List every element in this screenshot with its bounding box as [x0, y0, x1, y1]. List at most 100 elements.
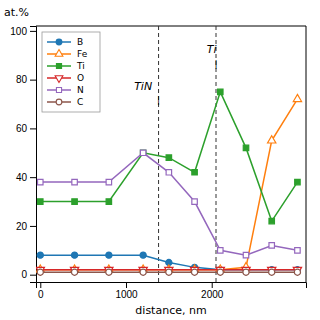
- x-axis-title: distance, nm: [135, 304, 206, 317]
- point: [295, 248, 300, 253]
- legend: B Fe Ti ONC: [42, 32, 100, 112]
- annotation: |: [157, 95, 160, 105]
- y-tick-label: 100: [10, 26, 27, 37]
- x-tick-label: 2000: [201, 289, 224, 300]
- legend-marker: [56, 63, 61, 68]
- boundary-line: [158, 26, 159, 282]
- legend-label: Fe: [77, 49, 88, 59]
- legend-label: O: [77, 73, 84, 83]
- point: [293, 267, 301, 274]
- x-tick: 1000: [115, 282, 138, 300]
- legend-marker: [56, 99, 62, 105]
- y-axis-line: [30, 27, 37, 283]
- y-axis: 0 20 40 60 80 100: [10, 26, 36, 283]
- point: [166, 269, 172, 275]
- point: [165, 267, 173, 274]
- y-tick-label: 0: [21, 269, 27, 280]
- point: [72, 179, 77, 184]
- annotation: Ti: [207, 43, 217, 56]
- legend-marker: [55, 50, 63, 57]
- plot: 0 1000 2000 0 20 40 60 80 100 TiN | Ti | B Fe Ti ONC: [10, 26, 306, 301]
- legend-marker: [55, 76, 63, 83]
- point: [268, 267, 276, 274]
- point: [37, 269, 43, 275]
- frame-right: [306, 26, 307, 282]
- point: [269, 218, 274, 223]
- point: [216, 267, 224, 274]
- point: [140, 150, 145, 155]
- point: [268, 136, 276, 143]
- point: [190, 267, 198, 274]
- point: [243, 252, 248, 257]
- legend-marker: [56, 87, 61, 92]
- x-axis-line: [37, 283, 307, 289]
- legend-label: Ti: [76, 61, 85, 71]
- point: [36, 267, 44, 274]
- y-tick-mark: [30, 31, 36, 32]
- point: [293, 94, 301, 101]
- point: [294, 269, 300, 275]
- point: [140, 150, 145, 155]
- point: [295, 179, 300, 184]
- point: [71, 252, 77, 258]
- x-axis: 0 1000 2000: [37, 282, 307, 300]
- annotation: |: [214, 59, 217, 69]
- chart: 0 1000 2000 0 20 40 60 80 100 TiN | Ti | B Fe Ti ONCdist…: [0, 0, 320, 320]
- point: [106, 269, 112, 275]
- point: [192, 170, 197, 175]
- x-tick: 0: [38, 282, 44, 300]
- legend-item: Fe: [47, 49, 88, 59]
- y-tick: 40: [16, 172, 36, 183]
- legend-label: B: [77, 37, 83, 47]
- point: [70, 267, 78, 274]
- point: [269, 269, 275, 275]
- y-tick: 100: [10, 26, 36, 37]
- point: [192, 199, 197, 204]
- legend-item: N: [47, 85, 84, 95]
- y-tick-mark: [30, 128, 36, 129]
- point: [72, 199, 77, 204]
- x-tick-mark: [126, 282, 127, 288]
- y-tick-mark: [30, 177, 36, 178]
- point: [37, 252, 43, 258]
- point: [243, 145, 248, 150]
- point: [269, 243, 274, 248]
- legend-item: Ti: [47, 61, 85, 71]
- x-tick-mark: [212, 282, 213, 288]
- y-tick: 20: [16, 221, 36, 232]
- point: [217, 269, 223, 275]
- legend-item: C: [47, 97, 83, 107]
- point: [106, 179, 111, 184]
- point: [242, 267, 250, 274]
- y-tick-label: 20: [16, 221, 28, 232]
- y-tick-label: 80: [16, 74, 28, 85]
- point: [106, 252, 112, 258]
- x-tick-label: 0: [38, 289, 44, 300]
- legend-item: O: [47, 73, 84, 83]
- x-tick: 2000: [201, 282, 224, 300]
- frame-top: [36, 26, 306, 27]
- point: [191, 269, 197, 275]
- point: [218, 89, 223, 94]
- legend-frame: [42, 32, 100, 112]
- y-axis-title: at.%: [4, 6, 29, 19]
- y-tick-label: 40: [16, 172, 28, 183]
- x-tick-mark: [40, 282, 41, 288]
- point: [166, 155, 171, 160]
- point: [140, 252, 146, 258]
- legend-label: N: [77, 85, 84, 95]
- y-tick: 60: [16, 123, 36, 134]
- marks: [36, 26, 301, 282]
- y-tick-mark: [30, 226, 36, 227]
- point: [38, 179, 43, 184]
- point: [140, 269, 146, 275]
- point: [139, 267, 147, 274]
- point: [106, 199, 111, 204]
- legend-label: C: [77, 97, 83, 107]
- y-tick-label: 60: [16, 123, 28, 134]
- y-tick-mark: [30, 80, 36, 81]
- point: [166, 170, 171, 175]
- point: [218, 248, 223, 253]
- annotation: TiN: [134, 80, 152, 93]
- point: [243, 269, 249, 275]
